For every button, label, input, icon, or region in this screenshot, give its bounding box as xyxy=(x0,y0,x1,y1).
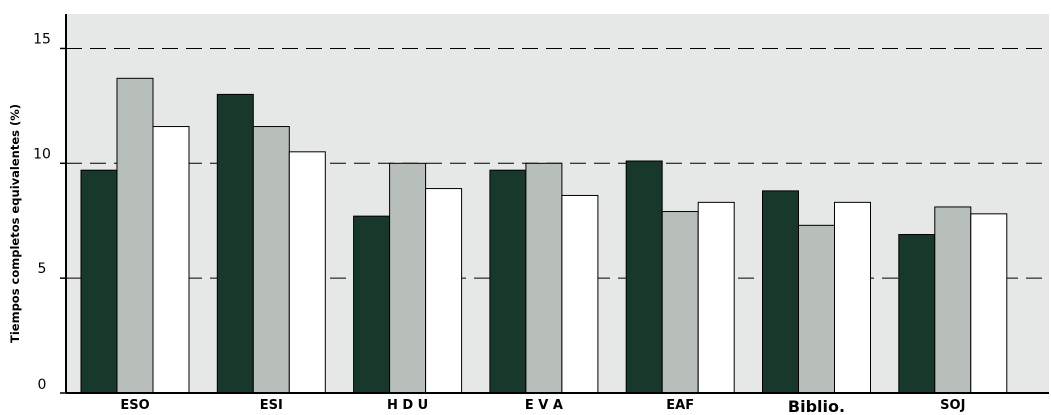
x-category-label-esi: ESI xyxy=(260,398,283,413)
bar-eaf-series-1 xyxy=(626,161,662,393)
bar-hdu-series-2 xyxy=(390,163,426,393)
bar-hdu-series-3 xyxy=(426,189,462,393)
y-tick-labels: 0 5 10 15 xyxy=(33,31,51,393)
bar-eva-series-3 xyxy=(562,195,598,393)
bar-esi-series-2 xyxy=(253,127,289,393)
bar-eva-series-2 xyxy=(526,163,562,393)
bar-biblio-series-2 xyxy=(799,225,835,393)
bar-hdu-series-1 xyxy=(354,216,390,393)
x-category-label-eva: E V A xyxy=(525,398,563,413)
x-category-labels: ESO ESI H D U E V A EAF Biblio. SOJ xyxy=(120,397,965,415)
bar-soj-series-3 xyxy=(971,214,1007,393)
x-category-label-soj: SOJ xyxy=(940,398,965,413)
x-category-label-hdu: H D U xyxy=(387,398,428,413)
bar-soj-series-1 xyxy=(899,235,935,393)
bar-eaf-series-2 xyxy=(662,212,698,393)
y-tick-label-10: 10 xyxy=(33,146,51,162)
x-category-label-eso: ESO xyxy=(120,398,149,413)
bar-eaf-series-3 xyxy=(698,202,734,393)
x-category-label-eaf: EAF xyxy=(666,398,694,413)
x-category-label-biblio: Biblio. xyxy=(788,397,845,415)
bar-eso-series-2 xyxy=(117,78,153,393)
y-tick-label-5: 5 xyxy=(38,261,47,277)
bar-soj-series-2 xyxy=(935,207,971,393)
bar-eso-series-3 xyxy=(153,127,189,393)
y-axis-title: Tiempos completos equivalentes (%) xyxy=(8,104,22,343)
bar-biblio-series-1 xyxy=(763,191,799,393)
bar-esi-series-1 xyxy=(217,94,253,393)
bar-eva-series-1 xyxy=(490,170,526,393)
bar-esi-series-3 xyxy=(289,152,325,393)
bar-eso-series-1 xyxy=(81,170,117,393)
y-tick-label-0: 0 xyxy=(38,377,47,393)
y-tick-label-15: 15 xyxy=(33,31,51,47)
bar-biblio-series-3 xyxy=(835,202,871,393)
